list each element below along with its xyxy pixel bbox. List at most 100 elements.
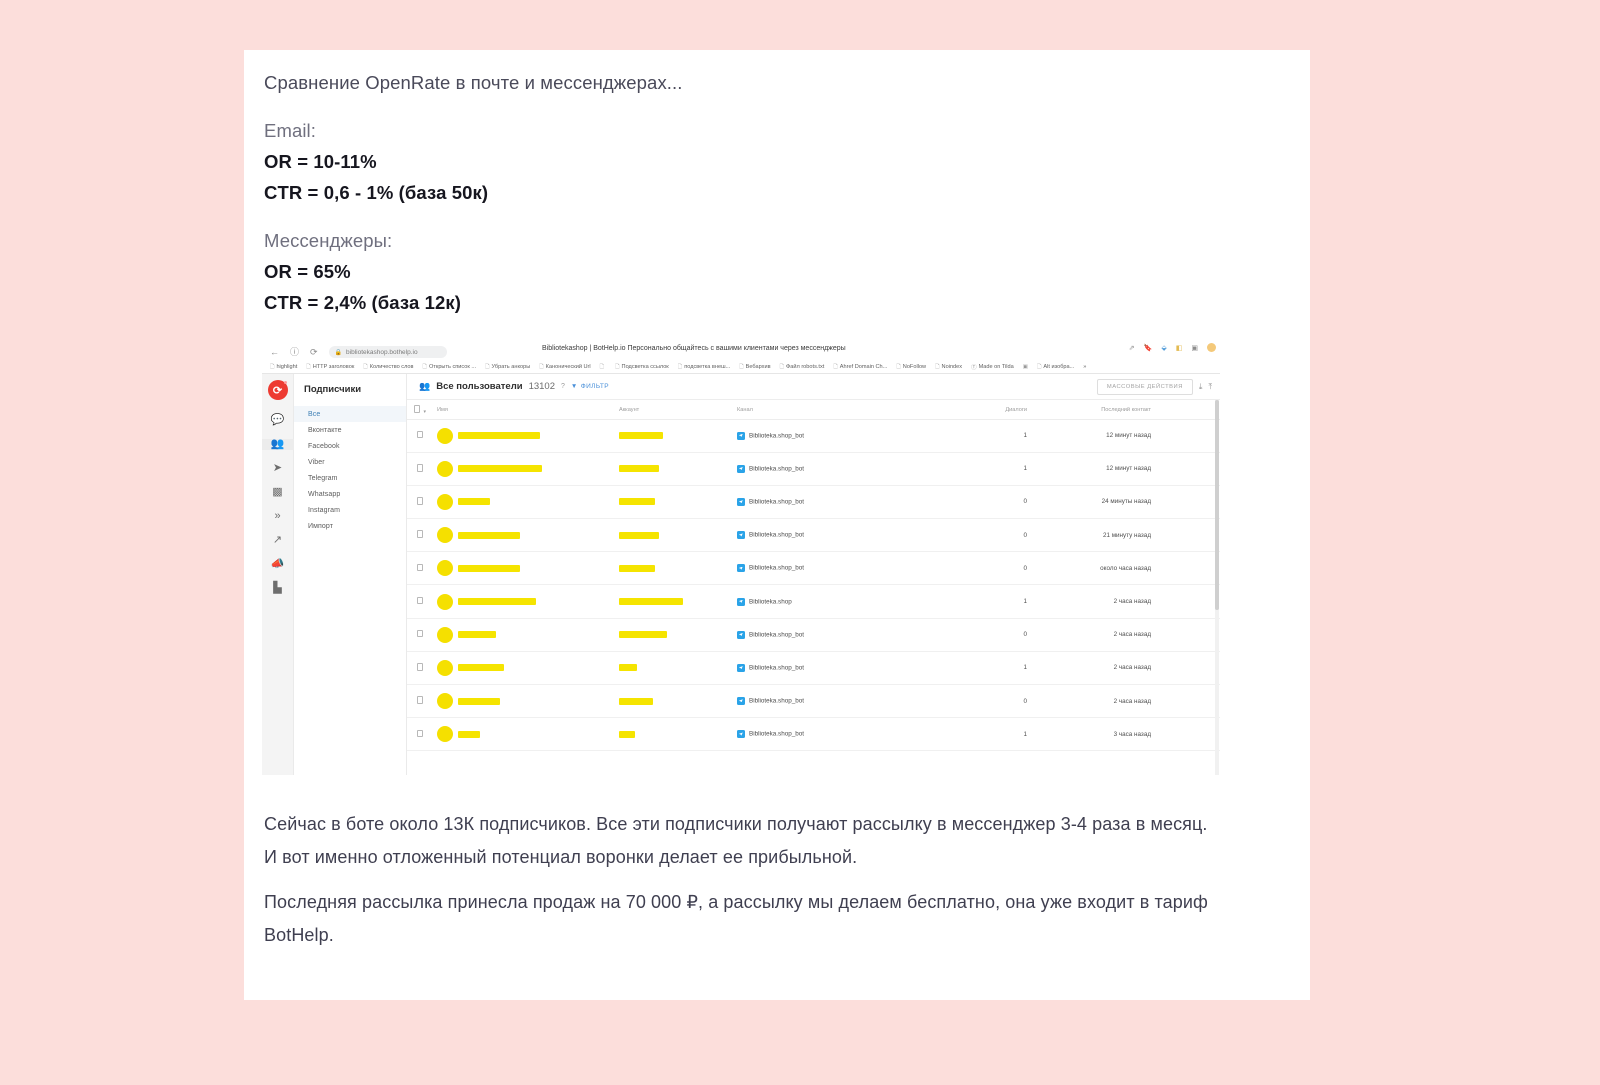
subnav-item-whatsapp[interactable]: Whatsapp <box>308 490 341 498</box>
mass-actions-button[interactable]: МАССОВЫЕ ДЕЙСТВИЯ <box>1096 378 1193 395</box>
bookmark-item[interactable]: 🗋 Alt изобра... <box>1036 363 1075 371</box>
row-select-cell[interactable] <box>407 717 433 752</box>
chat-icon[interactable]: 💬 <box>270 414 285 426</box>
extension-shield-icon[interactable]: ⬙ <box>1161 344 1167 352</box>
address-bar[interactable]: 🔒 bibliotekashop.bothelp.io <box>328 346 447 358</box>
row-checkbox[interactable] <box>416 629 424 638</box>
back-icon[interactable]: ← <box>270 346 279 357</box>
col-header-dialogs[interactable]: Диалоги <box>937 400 1027 420</box>
row-select-cell[interactable] <box>407 618 433 652</box>
row-checkbox[interactable] <box>416 563 424 572</box>
bookmark-item[interactable]: ▣ <box>1023 364 1028 370</box>
bookmark-item[interactable]: 🗋 Открыть список ... <box>422 363 477 371</box>
col-header-last-contact[interactable]: Последний контакт <box>1027 400 1167 420</box>
row-checkbox[interactable] <box>416 497 424 505</box>
download-icon[interactable]: ⤓ <box>1198 381 1203 391</box>
help-icon[interactable]: ? <box>561 383 565 390</box>
subnav-item-all[interactable]: Все <box>294 406 406 422</box>
browser-extension-icons: ⇗ 🔖 ⬙ ◧ ▣ <box>1129 343 1216 352</box>
upload-icon[interactable]: ⤒ <box>1208 381 1212 391</box>
megaphone-icon[interactable]: 📣 <box>270 558 285 570</box>
share-icon[interactable]: ⇗ <box>1128 344 1135 352</box>
table-head: ▾ Имя Аккаунт Канал Диалоги Последний ко… <box>407 400 1220 420</box>
bookmark-item[interactable]: 🗋 HTTP заголовок <box>306 363 355 371</box>
chevrons-icon[interactable]: » <box>274 510 281 522</box>
table-row[interactable]: Biblioteka.shop_bot 024 минуты назад25 ми… <box>407 485 1220 520</box>
extension-note-icon[interactable]: ◧ <box>1175 344 1183 352</box>
bookmark-item[interactable]: 🗋 Ahref Domain Ch... <box>833 363 888 371</box>
row-select-cell[interactable] <box>407 651 433 686</box>
bookmark-item[interactable]: 🗋 Канонический Url <box>539 363 591 371</box>
row-checkbox[interactable] <box>416 464 424 472</box>
row-select-cell[interactable] <box>407 584 433 619</box>
telegram-icon <box>737 431 745 440</box>
select-all-checkbox[interactable] <box>413 405 421 413</box>
table-row[interactable]: Biblioteka.shop_bot 021 минуту назад33 ми… <box>407 518 1220 553</box>
bookmark-item[interactable]: 🗋 Вебархив <box>739 363 771 371</box>
row-select-cell[interactable] <box>407 518 433 553</box>
row-select-cell[interactable] <box>407 684 433 719</box>
subnav-item-import[interactable]: Импорт <box>308 522 334 530</box>
col-header-name[interactable]: Имя <box>433 400 619 420</box>
bookmark-item[interactable]: 🗋 Количество слов <box>363 363 414 371</box>
col-header-channel[interactable]: Канал <box>737 400 937 420</box>
subnav-item-telegram[interactable]: Telegram <box>308 474 338 482</box>
bookmark-item[interactable]: 🗋 подсветка внеш... <box>677 363 731 371</box>
col-header-subscribed[interactable]: Подписался ↑ <box>1167 400 1220 420</box>
bookmark-item[interactable]: Ⓣ Made on Tilda <box>971 364 1014 371</box>
bookmark-item[interactable]: 🗋 highlight <box>270 363 298 371</box>
app-icon-rail: ⟳ 💬 👥 ➤ ▩ » ↗ 📣 ▙ <box>262 374 294 775</box>
filter-button[interactable]: ▼ ФИЛЬТР <box>571 383 609 390</box>
bookmark-item[interactable]: 🗋 Noindex <box>935 363 963 371</box>
subnav-item-vkontakte[interactable]: Вконтакте <box>308 426 342 434</box>
telegram-icon <box>737 697 745 706</box>
extension-misc-icon[interactable]: ▣ <box>1191 344 1198 352</box>
file-icon: 🗋 <box>422 363 427 370</box>
table-row[interactable]: Biblioteka.shop_bot 112 минут назад14 мин… <box>407 452 1220 486</box>
row-checkbox[interactable] <box>416 729 424 738</box>
bookmark-item[interactable]: 🗋 Убрать анкоры <box>485 363 531 371</box>
col-header-account[interactable]: Аккаунт <box>619 400 737 420</box>
redacted-account <box>619 531 659 539</box>
bookmarks-overflow-button[interactable]: » <box>1083 364 1087 370</box>
bookmark-item[interactable]: 🗋 Файл robots.txt <box>779 363 825 371</box>
reload-icon[interactable]: ⟳ <box>310 346 318 357</box>
bookmark-item[interactable]: 🗋 NoFollow <box>896 363 927 371</box>
row-select-cell[interactable] <box>407 485 433 520</box>
subscribers-icon[interactable]: 👥 <box>262 439 294 450</box>
bot-icon[interactable]: ▩ <box>272 486 283 498</box>
row-account-cell <box>619 618 737 652</box>
scrollbar-thumb[interactable] <box>1215 400 1219 610</box>
bookmark-item[interactable]: 🗋 <box>600 363 606 372</box>
send-icon[interactable]: ➤ <box>272 462 283 474</box>
row-select-cell[interactable] <box>407 551 433 586</box>
chevron-down-icon[interactable]: ▾ <box>423 408 426 415</box>
select-all-header[interactable]: ▾ <box>407 400 433 420</box>
row-checkbox[interactable] <box>416 430 424 439</box>
row-checkbox[interactable] <box>416 696 424 704</box>
row-checkbox[interactable] <box>416 596 424 605</box>
row-checkbox[interactable] <box>416 663 424 671</box>
bothelp-logo-icon[interactable]: ⟳ <box>267 380 288 400</box>
row-select-cell[interactable] <box>407 419 433 453</box>
subnav-item-viber[interactable]: Viber <box>308 458 325 466</box>
users-list-title: Все пользователи <box>436 381 523 392</box>
subnav-item-instagram[interactable]: Instagram <box>308 506 341 514</box>
trend-icon[interactable]: ↗ <box>272 534 283 546</box>
avatar[interactable] <box>1207 343 1216 352</box>
bookmark-icon[interactable]: 🔖 <box>1143 344 1153 352</box>
row-checkbox[interactable] <box>416 530 424 538</box>
bookmark-item[interactable]: 🗋 Подсветка ссылок <box>615 363 669 371</box>
stats-icon[interactable]: ▙ <box>273 582 282 594</box>
row-subscribed-cell: 33 минуты назад <box>1167 518 1220 553</box>
row-select-cell[interactable] <box>407 452 433 486</box>
info-icon[interactable]: ⓘ <box>290 346 300 357</box>
subnav-item-facebook[interactable]: Facebook <box>308 442 340 450</box>
